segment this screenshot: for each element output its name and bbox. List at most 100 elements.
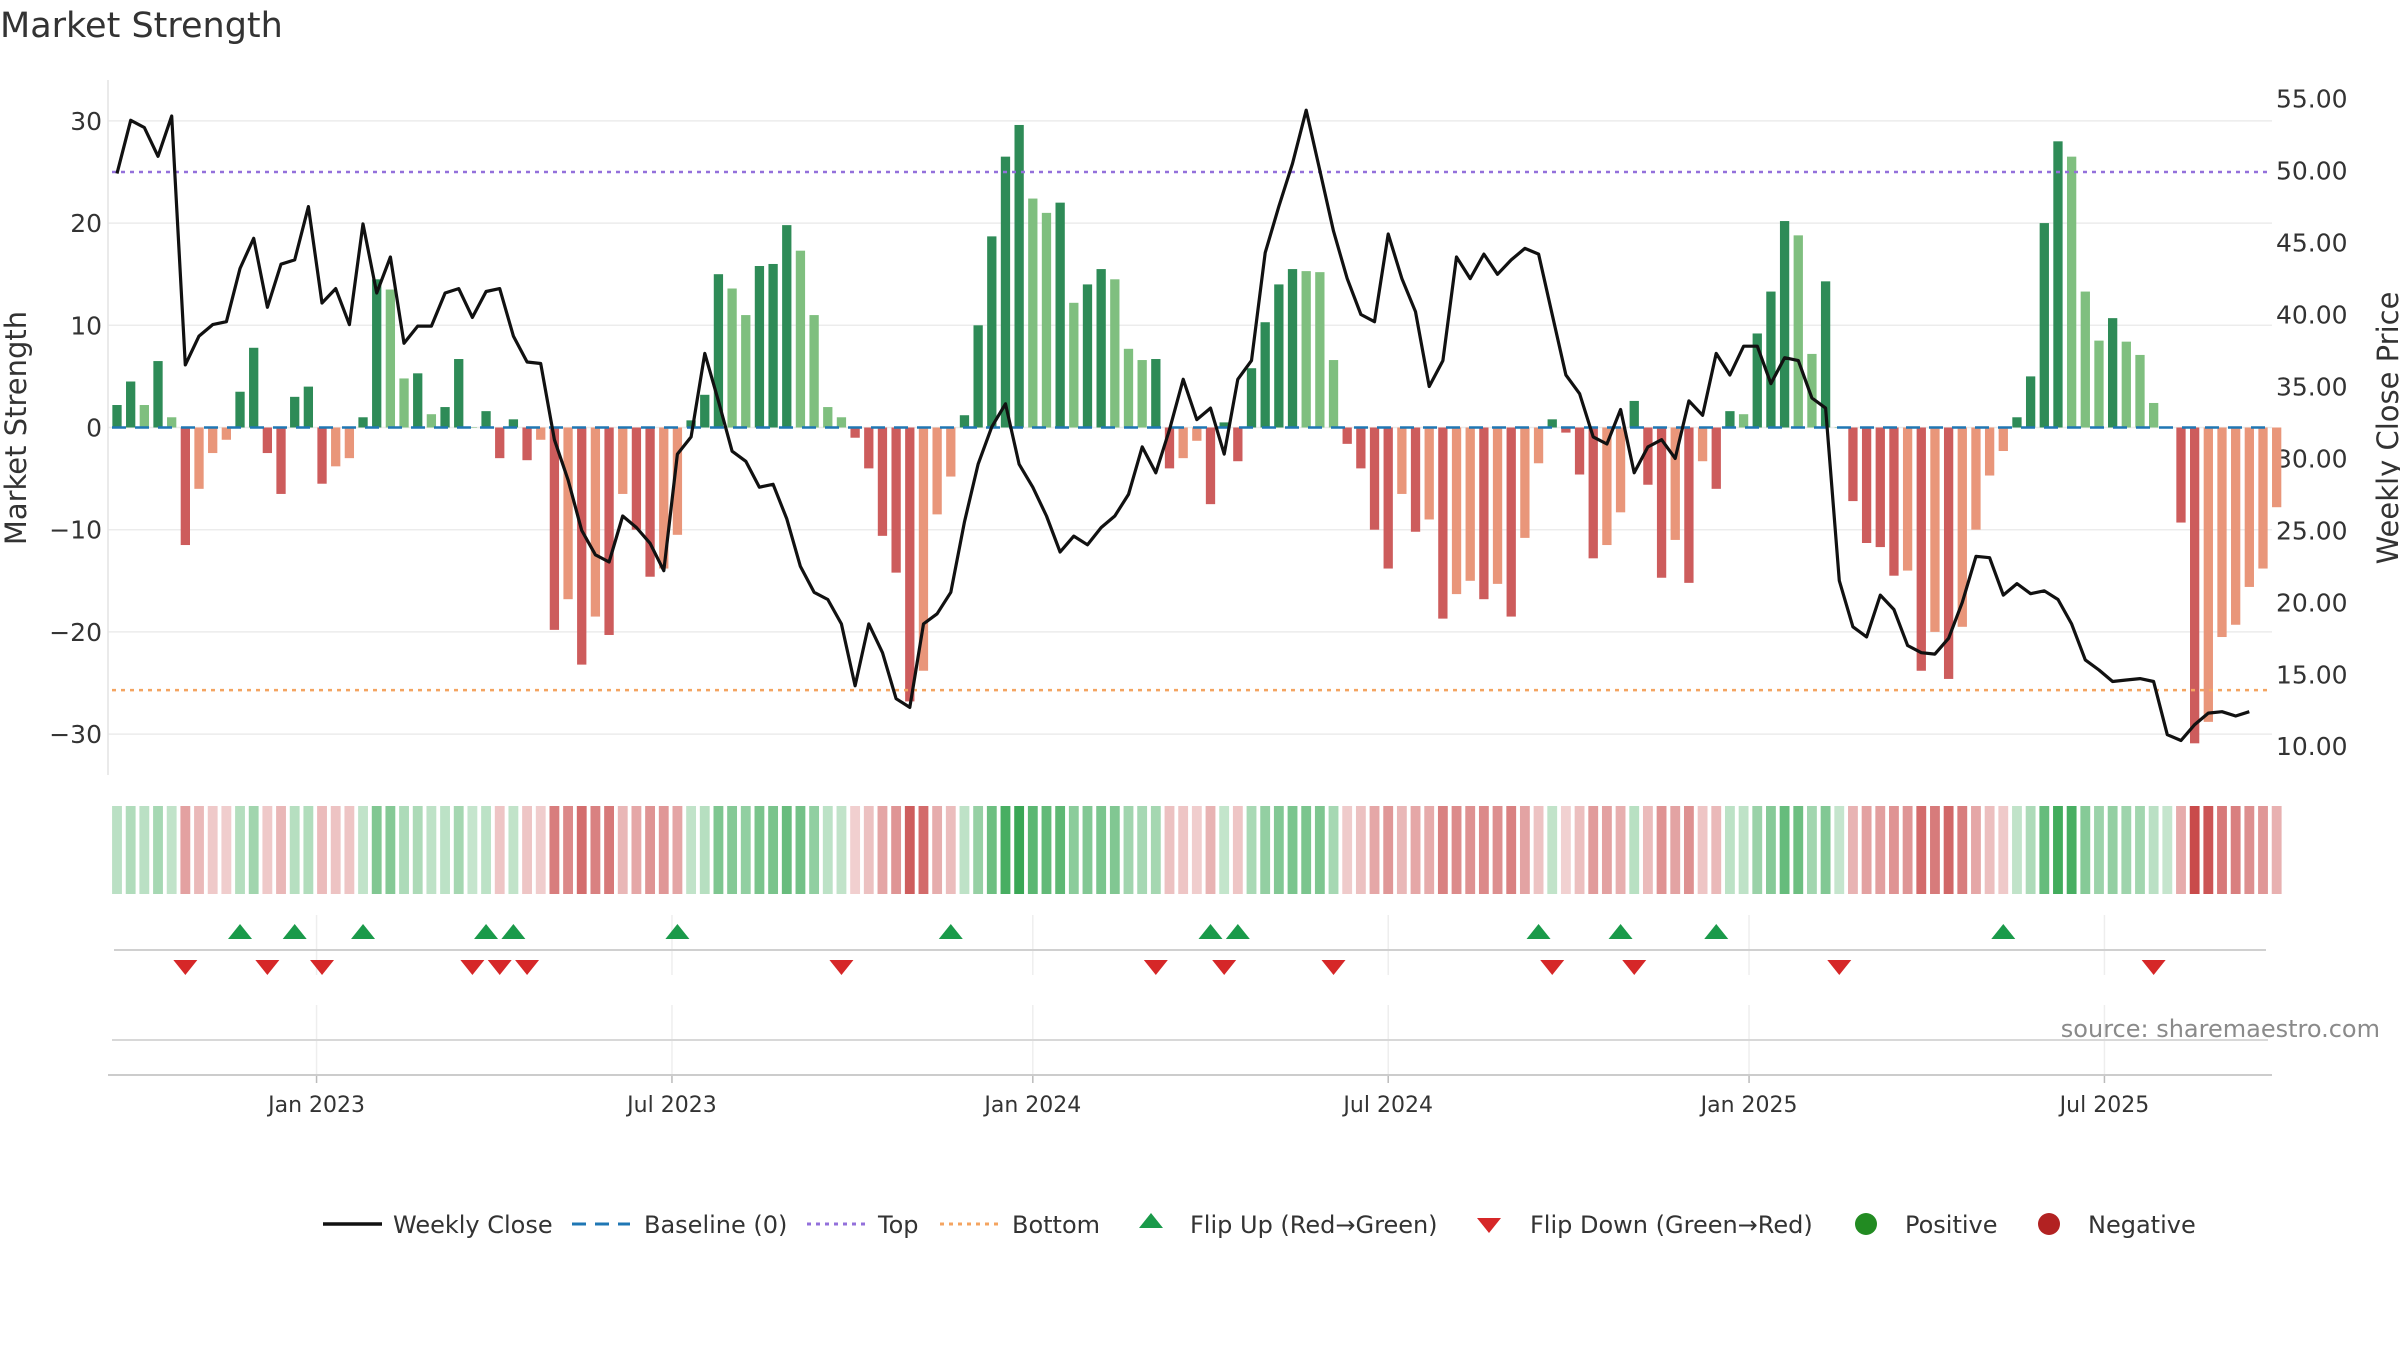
strength-heat-cell (1848, 806, 1858, 894)
strength-bar (1397, 427, 1407, 494)
strength-heat-cell (1164, 806, 1175, 894)
strength-heat-cell (1588, 806, 1599, 894)
strength-bar (262, 427, 273, 454)
time-tick-label: Jul 2024 (1341, 1093, 1433, 1118)
strength-heat-cell (1834, 806, 1845, 894)
strength-bar (590, 427, 601, 617)
strength-bar (1137, 360, 1147, 428)
strength-heat-cell (1451, 806, 1462, 894)
strength-bar (153, 361, 163, 428)
strength-heat-cell (535, 806, 546, 894)
strength-heat-cell (453, 806, 464, 894)
strength-bar (1902, 427, 1913, 571)
strength-heat-cell (508, 806, 519, 894)
strength-heat-cell (1219, 806, 1230, 894)
strength-heat-cell (1109, 806, 1120, 894)
strength-bar (1315, 272, 1325, 428)
strength-heat-cell (973, 806, 984, 894)
flip-down-marker (173, 960, 198, 975)
strength-heat-cell (1724, 806, 1735, 894)
strength-heat-cell (1096, 806, 1107, 894)
strength-heat-cell (1930, 806, 1940, 894)
strength-bar (577, 427, 587, 665)
strength-heat-cell (1957, 806, 1968, 894)
strength-bar (1246, 368, 1257, 428)
strength-bar (1848, 427, 1858, 502)
strength-heat-cell (1123, 806, 1134, 894)
strength-heat-cell (1465, 806, 1476, 894)
strength-bar (905, 427, 915, 702)
strength-bar (1766, 291, 1776, 428)
left-tick-label: −20 (49, 618, 102, 647)
strength-bar (508, 419, 519, 428)
strength-heat-cell (549, 806, 560, 894)
strength-heat-cell (1752, 806, 1763, 894)
strength-heat-cell (850, 806, 861, 894)
right-tick-label: 50.00 (2276, 157, 2348, 186)
flip-up-marker (351, 924, 376, 939)
strength-heat-cell (194, 806, 204, 894)
strength-heat-cell (276, 806, 286, 894)
strength-heat-cell (221, 806, 232, 894)
strength-heat-cell (1506, 806, 1517, 894)
strength-bar (1971, 427, 1981, 530)
strength-bar (426, 414, 437, 428)
strength-bar (1151, 359, 1161, 428)
strength-bar (1588, 427, 1598, 559)
strength-heat-cell (2189, 806, 2200, 894)
strength-heat-cell (2271, 806, 2282, 894)
strength-heat-cell (754, 806, 765, 894)
strength-bar (768, 263, 778, 428)
strength-heat-cell (2148, 806, 2159, 894)
flip-down-marker (1321, 960, 1346, 975)
strength-bar (1656, 427, 1667, 578)
left-axis-title: Market Strength (0, 311, 33, 545)
strength-bar (1041, 212, 1052, 428)
strength-heat-cell (2203, 806, 2214, 894)
strength-heat-cell (809, 806, 820, 894)
strength-heat-cell (1642, 806, 1653, 894)
strength-heat-cell (1820, 806, 1831, 894)
strength-bar (877, 427, 888, 536)
strength-heat-cell (1383, 806, 1394, 894)
legend-negative-swatch (2038, 1213, 2060, 1235)
strength-heat-cell (303, 806, 314, 894)
flip-down-marker (1622, 960, 1647, 975)
strength-bar (303, 386, 314, 428)
strength-heat-cell (399, 806, 409, 894)
strength-heat-cell (1396, 806, 1407, 894)
strength-bar (1957, 427, 1967, 627)
flip-down-marker (487, 960, 512, 975)
strength-bar (795, 250, 806, 428)
strength-bar (2053, 141, 2063, 428)
strength-bar (1055, 202, 1065, 428)
strength-heat-cell (1014, 806, 1025, 894)
strength-bar (2025, 376, 2036, 428)
strength-bar (1602, 427, 1612, 546)
strength-heat-cell (1314, 806, 1325, 894)
strength-heat-cell (1601, 806, 1612, 894)
right-tick-label: 20.00 (2276, 588, 2348, 617)
flip-up-marker (938, 924, 963, 939)
weekly-close-line (115, 108, 2250, 743)
strength-bar (918, 427, 929, 671)
strength-bar (358, 417, 368, 428)
strength-bar (741, 315, 751, 428)
strength-bar (1328, 360, 1339, 428)
right-tick-label: 40.00 (2276, 301, 2348, 330)
strength-heat-cell (959, 806, 970, 894)
strength-heat-cell (330, 806, 341, 894)
strength-heat-cell (1738, 806, 1749, 894)
strength-bar (1943, 427, 1954, 679)
time-tick-label: Jul 2025 (2058, 1093, 2150, 1118)
strength-heat-cell (1301, 806, 1312, 894)
strength-heat-cell (1793, 806, 1804, 894)
strength-bar (946, 427, 956, 477)
strength-heat-cell (863, 806, 874, 894)
strength-bar (1110, 279, 1120, 428)
strength-bar (782, 225, 792, 428)
legend-label: Baseline (0) (644, 1211, 787, 1239)
flip-down-marker (460, 960, 485, 975)
strength-heat-cell (2080, 806, 2091, 894)
strength-bar (1301, 271, 1311, 428)
